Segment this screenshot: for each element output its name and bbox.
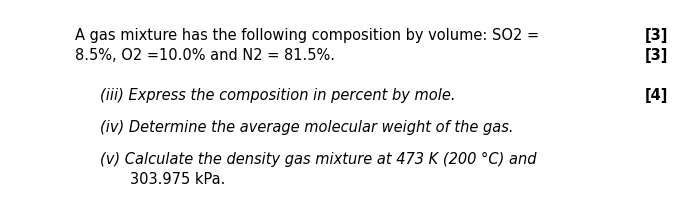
Text: [4]: [4] xyxy=(645,88,668,103)
Text: (iv) Determine the average molecular weight of the gas.: (iv) Determine the average molecular wei… xyxy=(100,120,514,135)
Text: (v) Calculate the density gas mixture at 473 K (200 °C) and: (v) Calculate the density gas mixture at… xyxy=(100,152,536,167)
Text: 8.5%, O2 =10.0% and N2 = 81.5%.: 8.5%, O2 =10.0% and N2 = 81.5%. xyxy=(75,48,335,63)
Text: [3]: [3] xyxy=(645,48,668,63)
Text: A gas mixture has the following composition by volume: SO2 =: A gas mixture has the following composit… xyxy=(75,28,539,43)
Text: 303.975 kPa.: 303.975 kPa. xyxy=(130,172,225,187)
Text: [3]: [3] xyxy=(645,28,668,43)
Text: (iii) Express the composition in percent by mole.: (iii) Express the composition in percent… xyxy=(100,88,456,103)
